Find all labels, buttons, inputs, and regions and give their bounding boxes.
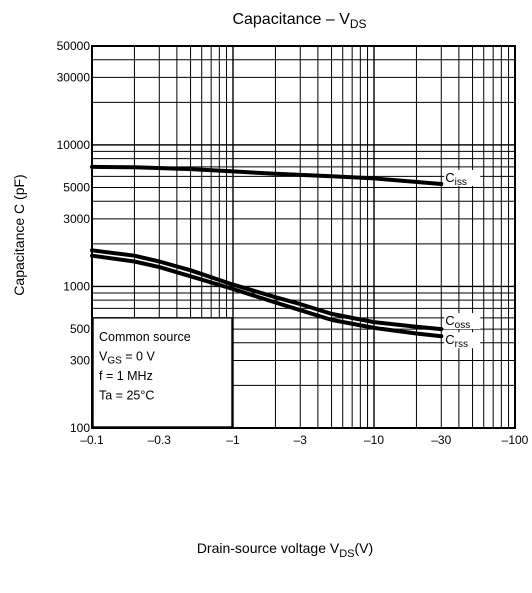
- chart-title-main: Capacitance – V: [232, 11, 350, 28]
- condition-text: Ta = 25°C: [99, 388, 154, 402]
- condition-line: VGS = 0 V: [99, 349, 155, 366]
- x-tick-label: –100: [502, 433, 529, 447]
- series-rss-label-bg: [444, 332, 481, 349]
- condition-text: f = 1 MHz: [99, 369, 153, 383]
- series-label-subscript: rss: [455, 339, 468, 350]
- y-tick-label: 5000: [63, 181, 90, 195]
- series-iss-label-bg: [444, 169, 481, 186]
- series-oss-label-bg: [444, 313, 481, 330]
- x-tick-label: –0.1: [80, 433, 104, 447]
- series-iss-label: Ciss: [445, 170, 467, 188]
- condition-line: f = 1 MHz: [99, 369, 153, 383]
- y-tick-label: 100: [70, 421, 90, 435]
- tick-labels: –0.1 –0.3 –1 –3 –10 –30 –100 100 300 500 1000 3000 5…: [57, 39, 529, 447]
- series-rss-line: [90, 253, 444, 339]
- grid: [92, 46, 515, 428]
- series-oss-line: [90, 248, 444, 332]
- condition-line: Ta = 25°C: [99, 388, 154, 402]
- y-axis-label: Capacitance C (pF): [11, 174, 27, 295]
- x-tick-label: –30: [431, 433, 451, 447]
- series-label-subscript: iss: [455, 177, 467, 188]
- conditions-box-frame: [92, 317, 233, 428]
- series-label-main: C: [445, 313, 454, 328]
- curves: [90, 164, 444, 339]
- series-iss-line: [90, 164, 444, 186]
- condition-line: Common source: [99, 330, 191, 344]
- series-oss-label: Coss: [445, 313, 470, 331]
- y-tick-label: 10000: [57, 138, 91, 152]
- y-tick-label: 300: [70, 353, 90, 367]
- condition-text: Common source: [99, 330, 191, 344]
- x-axis-label-main: Drain-source voltage V: [197, 540, 340, 556]
- condition-tail: = 0 V: [122, 349, 156, 363]
- plot-frame: [91, 45, 516, 429]
- y-tick-label: 30000: [57, 70, 91, 84]
- y-tick-label: 500: [70, 322, 90, 336]
- series-rss-label: Crss: [445, 332, 468, 350]
- series-label-main: C: [445, 170, 454, 185]
- y-tick-label: 1000: [63, 279, 90, 293]
- x-axis-label: Drain-source voltage VDS(V): [197, 540, 373, 560]
- x-tick-label: –10: [364, 433, 384, 447]
- x-axis-label-subscript: DS: [339, 548, 354, 560]
- chart-title: Capacitance – VDS: [232, 11, 366, 31]
- series-label-subscript: oss: [455, 320, 471, 331]
- y-tick-label: 50000: [57, 39, 91, 53]
- chart-title-subscript: DS: [350, 17, 367, 31]
- condition-subscript: GS: [107, 355, 122, 366]
- x-axis-label-unit: (V): [355, 540, 374, 556]
- conditions-box: Common source VGS = 0 V f = 1 MHz Ta = 25°C: [92, 317, 233, 428]
- x-tick-label: –0.3: [148, 433, 172, 447]
- y-tick-label: 3000: [63, 212, 90, 226]
- x-tick-label: –1: [226, 433, 240, 447]
- series-label-main: C: [445, 332, 454, 347]
- condition-text: V: [99, 349, 108, 363]
- x-tick-label: –3: [294, 433, 308, 447]
